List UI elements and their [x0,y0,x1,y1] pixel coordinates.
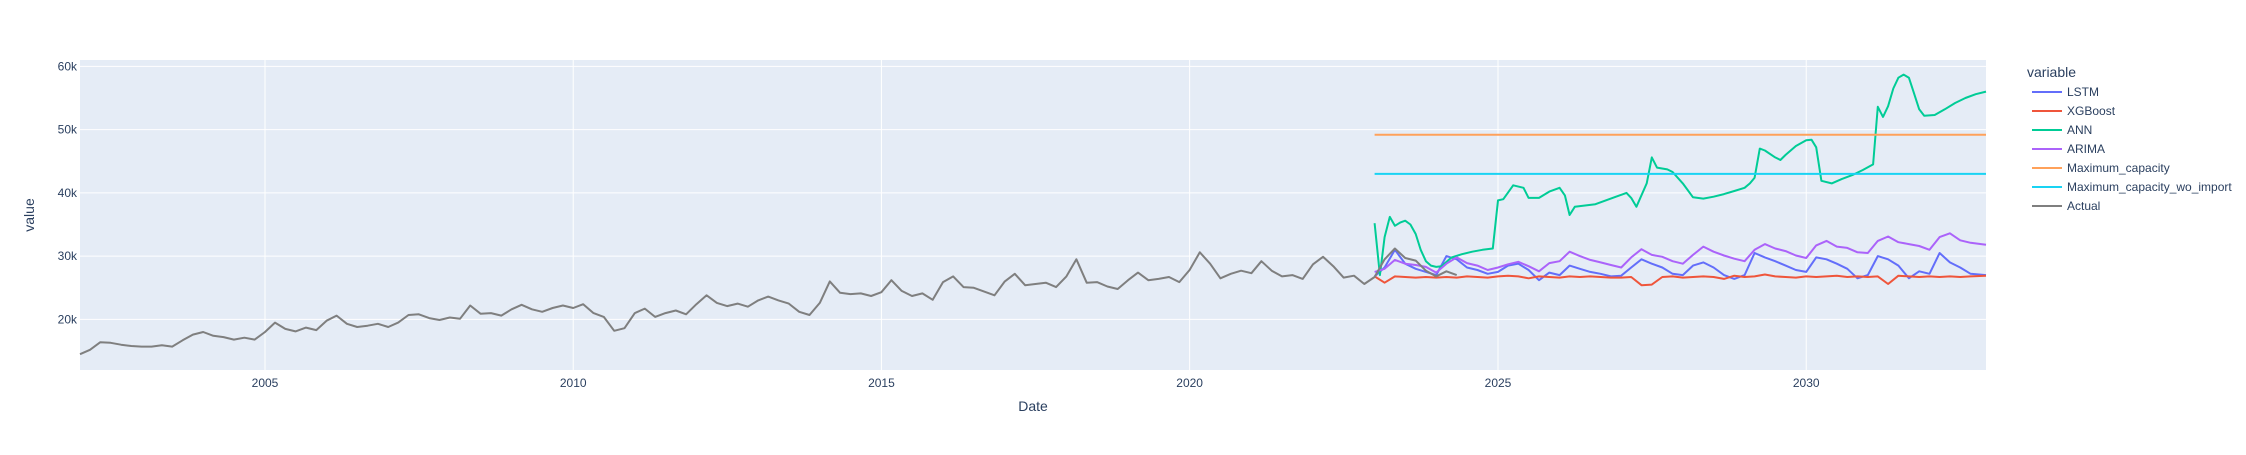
y-tick-label: 30k [58,249,78,263]
x-tick-label: 2025 [1485,376,1512,390]
x-tick-label: 2030 [1793,376,1820,390]
x-tick-label: 2005 [252,376,279,390]
legend-label: ARIMA [2067,142,2105,156]
legend-item-maximum-capacity[interactable]: Maximum_capacity [2032,161,2170,175]
x-axis-title: Date [1018,398,1048,414]
y-axis-ticks: 20k 30k 40k 50k 60k [58,59,78,326]
x-tick-label: 2010 [560,376,587,390]
legend-item-xgboost[interactable]: XGBoost [2032,104,2116,118]
legend-item-actual[interactable]: Actual [2032,199,2100,213]
legend-items: LSTM XGBoost ANN ARIMA Maximum_capacity Maxim… [2032,85,2232,213]
y-axis-title: value [21,198,37,232]
y-tick-label: 60k [58,59,78,73]
legend-label: Actual [2067,199,2100,213]
x-tick-label: 2015 [868,376,895,390]
x-tick-label: 2020 [1176,376,1203,390]
series-lines [79,73,1987,356]
legend-label: LSTM [2067,85,2099,99]
legend-label: Maximum_capacity [2067,161,2170,175]
legend-label: XGBoost [2067,104,2116,118]
y-tick-label: 50k [58,123,78,137]
y-tick-label: 40k [58,186,78,200]
legend-label: Maximum_capacity_wo_import [2067,180,2232,194]
legend-item-ann[interactable]: ANN [2032,123,2092,137]
legend-title: variable [2027,64,2076,80]
legend-item-arima[interactable]: ARIMA [2032,142,2105,156]
legend-label: ANN [2067,123,2092,137]
legend: variable LSTM XGBoost ANN ARIMA Maximum_capa… [2027,64,2232,213]
legend-item-maximum-capacity-wo-import[interactable]: Maximum_capacity_wo_import [2032,180,2232,194]
plot-background [80,60,1986,370]
series-line-ann [1373,73,1987,277]
series-line-actual [79,247,1458,356]
series-line-arima [1374,232,1987,274]
legend-item-lstm[interactable]: LSTM [2032,85,2099,99]
series-line-xgboost [1374,273,1987,287]
x-axis-ticks: 2005 2010 2015 2020 2025 2030 [252,376,1820,390]
series-line-lstm [1373,248,1987,282]
gridlines [80,60,1986,370]
y-tick-label: 20k [58,312,78,326]
